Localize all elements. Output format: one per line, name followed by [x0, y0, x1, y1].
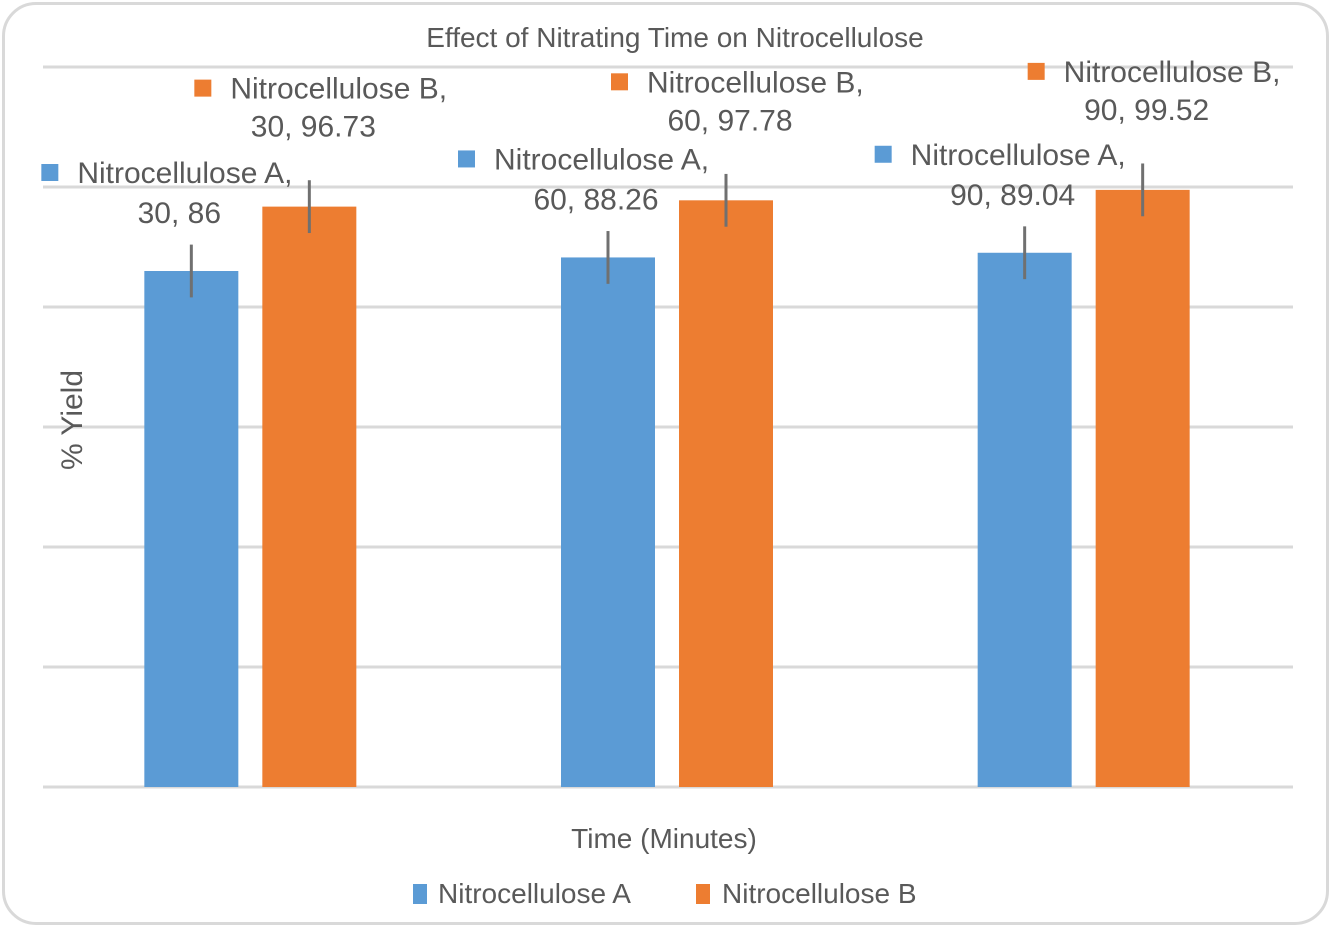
- bars: [144, 189, 1190, 787]
- bar-b-60: [679, 200, 773, 787]
- data-label-value: 30, 96.73: [251, 111, 376, 144]
- data-label-swatch: [611, 73, 628, 91]
- data-label-series: Nitrocellulose A,: [494, 143, 709, 176]
- data-label-swatch: [1027, 62, 1045, 80]
- data-label-swatch: [41, 164, 59, 181]
- legend-swatch-a: [413, 884, 427, 904]
- x-axis-label: Time (Minutes): [571, 823, 757, 854]
- chart-title: Effect of Nitrating Time on Nitrocellulo…: [426, 22, 923, 53]
- legend: Nitrocellulose A Nitrocellulose B: [413, 878, 917, 909]
- data-label-value: 60, 88.26: [533, 183, 658, 216]
- data-label-swatch: [458, 150, 475, 168]
- error-bars: [189, 163, 1145, 298]
- data-label-swatch: [194, 79, 212, 97]
- data-label: Nitrocellulose A, 30, 86: [41, 157, 292, 230]
- gridlines: [43, 65, 1293, 789]
- data-label-series: Nitrocellulose B,: [1064, 56, 1281, 89]
- y-axis-label: % Yield: [56, 370, 89, 470]
- data-label: Nitrocellulose B, 60, 97.78: [611, 66, 864, 137]
- data-label-value: 90, 99.52: [1084, 94, 1209, 127]
- data-label-series: Nitrocellulose B,: [647, 66, 864, 99]
- bar-a-60: [561, 257, 655, 787]
- legend-label-b: Nitrocellulose B: [722, 878, 917, 909]
- data-label-value: 90, 89.04: [950, 179, 1075, 212]
- data-label-value: 30, 86: [138, 197, 221, 230]
- data-label-value: 60, 97.78: [667, 104, 792, 137]
- data-labels: Nitrocellulose A, 30, 86 Nitrocellulose B,…: [41, 56, 1280, 230]
- bar-a-90: [977, 252, 1072, 787]
- legend-swatch-b: [696, 884, 710, 904]
- data-label-series: Nitrocellulose A,: [911, 139, 1126, 172]
- bar-b-30: [262, 206, 357, 787]
- data-label-swatch: [874, 145, 892, 163]
- data-label-series: Nitrocellulose B,: [230, 73, 447, 106]
- data-label: Nitrocellulose B, 90, 99.52: [1027, 56, 1281, 127]
- bar-b-90: [1095, 189, 1190, 787]
- data-label: Nitrocellulose A, 60, 88.26: [458, 143, 709, 216]
- legend-label-a: Nitrocellulose A: [438, 878, 631, 909]
- data-label-series: Nitrocellulose A,: [77, 157, 292, 190]
- bar-a-30: [144, 271, 239, 787]
- data-label: Nitrocellulose B, 30, 96.73: [194, 73, 447, 144]
- data-label: Nitrocellulose A, 90, 89.04: [874, 139, 1126, 212]
